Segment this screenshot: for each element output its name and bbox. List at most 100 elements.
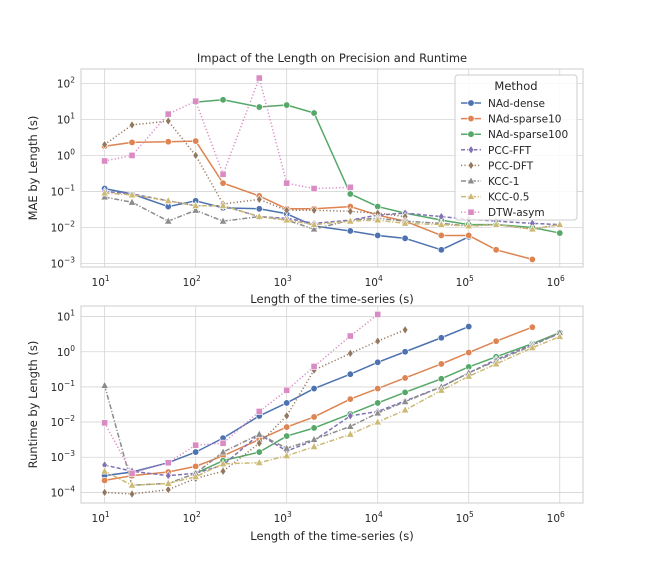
data-point	[528, 323, 536, 331]
legend-marker	[467, 145, 475, 155]
data-point	[400, 218, 410, 227]
data-point	[310, 363, 318, 370]
y-tick-label: 100	[57, 147, 75, 162]
data-point	[401, 325, 409, 335]
data-point	[101, 419, 109, 427]
data-point	[191, 205, 200, 214]
x-axis-label: Length of the time-series (s)	[250, 529, 413, 543]
data-point	[218, 447, 228, 456]
data-point	[346, 190, 354, 198]
data-point	[465, 231, 473, 239]
y-axis-label: Runtime by Length (s)	[26, 341, 40, 469]
legend: Method NAd-dense NAd-sparse10 NAd-sparse100…	[454, 74, 578, 221]
legend-entry: NAd-sparse10	[488, 114, 562, 126]
x-tick-label: 105	[456, 510, 474, 525]
data-point	[401, 388, 409, 396]
data-point	[346, 370, 354, 378]
y-tick-label: 102	[57, 75, 75, 90]
data-point	[528, 255, 536, 263]
y-tick-label: 10−2	[51, 219, 76, 234]
data-point	[283, 101, 291, 109]
series-line	[103, 331, 561, 486]
data-point	[373, 215, 382, 224]
y-tick-label: 10−1	[51, 183, 76, 198]
data-point	[255, 448, 263, 456]
data-point	[346, 395, 354, 403]
data-point	[283, 423, 291, 431]
data-point	[219, 439, 227, 447]
y-tick-label: 100	[57, 344, 75, 359]
data-point	[374, 385, 382, 393]
series-line	[104, 196, 560, 230]
data-point	[255, 74, 263, 82]
series-nad-sparse10	[101, 323, 536, 484]
data-point	[127, 480, 137, 489]
data-point	[465, 349, 473, 357]
data-point	[255, 205, 263, 213]
data-point	[374, 231, 382, 239]
legend-entry: NAd-sparse100	[488, 129, 568, 141]
data-point	[346, 183, 354, 191]
legend-entry: NAd-dense	[488, 98, 545, 110]
data-point	[192, 441, 200, 449]
data-point	[309, 441, 319, 450]
legend-marker	[467, 160, 475, 171]
data-point	[283, 399, 291, 407]
data-point	[283, 205, 290, 215]
data-point	[310, 385, 318, 393]
data-point	[437, 385, 446, 394]
data-point	[310, 413, 318, 421]
data-point	[255, 408, 263, 415]
chart-title: Impact of the Length on Precision and Ru…	[197, 51, 467, 65]
data-point	[401, 348, 409, 356]
data-point	[218, 200, 228, 209]
data-point	[255, 457, 264, 466]
data-point	[191, 200, 200, 209]
y-tick-label: 101	[57, 111, 75, 126]
data-point	[528, 224, 537, 233]
data-point	[128, 151, 136, 159]
legend-entry: PCC-FFT	[488, 145, 532, 157]
data-point	[437, 219, 446, 228]
y-tick-label: 10−4	[51, 484, 76, 499]
data-point	[464, 371, 473, 380]
data-point	[310, 205, 318, 215]
legend-marker	[466, 191, 476, 200]
data-point	[465, 323, 473, 331]
y-tick-label: 101	[57, 309, 75, 324]
data-point	[437, 334, 445, 342]
data-point	[492, 246, 500, 254]
data-point	[346, 421, 355, 430]
data-point	[309, 224, 319, 233]
data-point	[219, 466, 227, 476]
data-point	[101, 139, 108, 150]
series-pcc-dft	[101, 325, 409, 499]
data-point	[346, 429, 355, 438]
data-point	[437, 360, 445, 368]
legend-marker	[467, 130, 475, 138]
x-axis-label: Length of the time-series (s)	[250, 292, 413, 306]
x-tick-label: 106	[547, 510, 565, 525]
data-point	[218, 216, 228, 225]
data-point	[437, 246, 445, 254]
series-dtw-asym	[101, 311, 382, 477]
data-point	[347, 348, 354, 359]
data-point	[346, 332, 354, 340]
y-tick-label: 10−1	[51, 379, 76, 394]
data-point	[400, 405, 410, 414]
data-point	[374, 358, 382, 366]
data-point	[219, 179, 227, 187]
data-point	[373, 408, 382, 417]
data-point	[374, 336, 381, 346]
data-point	[164, 195, 173, 204]
data-point	[464, 221, 473, 230]
data-point	[192, 137, 200, 145]
data-point	[101, 476, 109, 484]
data-point	[164, 110, 172, 118]
data-point	[219, 170, 227, 178]
data-point	[218, 459, 228, 467]
data-point	[128, 138, 136, 146]
y-tick-label: 10−2	[51, 414, 76, 429]
data-point	[283, 386, 291, 394]
data-point	[219, 96, 227, 104]
